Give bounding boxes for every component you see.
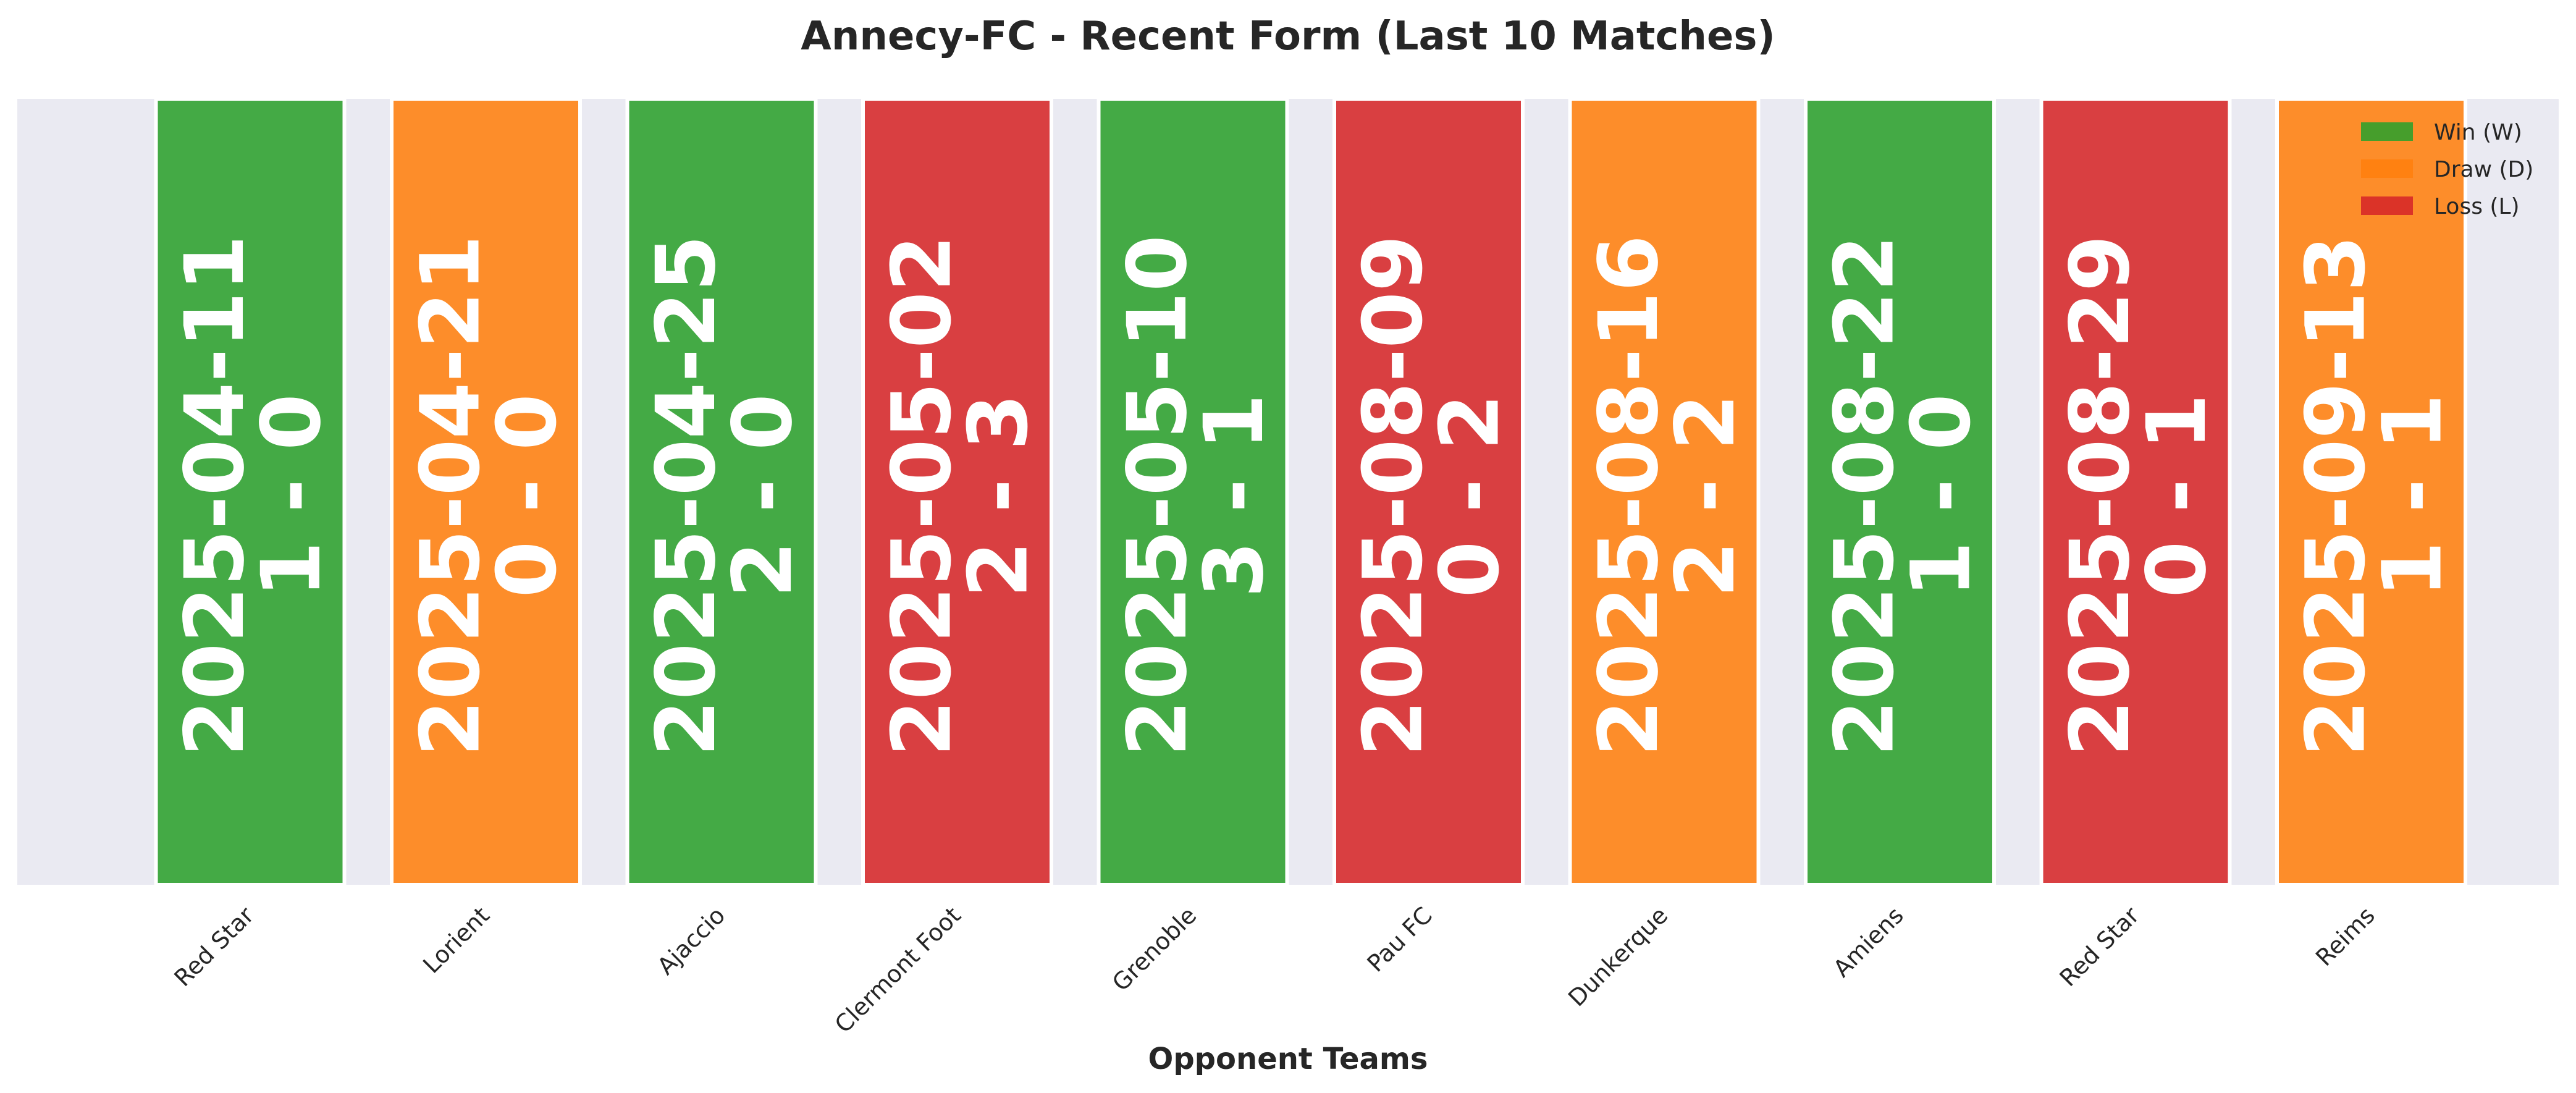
- bar-date-4: 2025-05-02: [875, 235, 970, 756]
- bar-6: [1332, 97, 1525, 887]
- legend-label-w: Win (W): [2434, 120, 2522, 145]
- bar-score-5: 3 - 1: [1187, 394, 1282, 597]
- bar-1: [154, 97, 347, 887]
- bar-label-10: 2025-09-131 - 1: [2289, 235, 2460, 756]
- x-tick-label-3: Ajaccio: [652, 901, 730, 980]
- bar-label-4: 2025-05-022 - 3: [875, 235, 1046, 756]
- legend: Win (W) Draw (D) Loss (L): [2361, 120, 2533, 219]
- bar-score-3: 2 - 0: [715, 394, 810, 597]
- legend-swatch-w: [2361, 122, 2413, 141]
- bar-label-9: 2025-08-290 - 1: [2053, 235, 2225, 756]
- bar-8: [1804, 97, 1996, 887]
- bar-score-9: 0 - 1: [2129, 394, 2225, 597]
- bar-date-8: 2025-08-22: [1817, 235, 1913, 756]
- x-tick-label-1: Red Star: [169, 901, 259, 992]
- bar-score-4: 2 - 3: [951, 394, 1046, 597]
- bar-score-7: 2 - 2: [1658, 394, 1753, 597]
- bar-date-9: 2025-08-29: [2053, 235, 2148, 756]
- legend-swatch-d: [2361, 159, 2413, 178]
- bar-label-7: 2025-08-162 - 2: [1581, 235, 1753, 756]
- x-tick-label-10: Reims: [2310, 901, 2380, 971]
- x-tick-label-2: Lorient: [418, 901, 495, 979]
- x-tick-label-6: Pau FC: [1362, 901, 1437, 977]
- bar-3: [625, 97, 818, 887]
- bar-7: [1568, 97, 1761, 887]
- bar-score-8: 1 - 0: [1894, 394, 1989, 597]
- bar-date-5: 2025-05-10: [1110, 235, 1205, 756]
- x-axis-label: Opponent Teams: [1148, 1042, 1428, 1076]
- bar-label-8: 2025-08-221 - 0: [1817, 235, 1989, 756]
- bar-9: [2039, 97, 2232, 887]
- bar-date-3: 2025-04-25: [639, 235, 734, 756]
- bar-label-3: 2025-04-252 - 0: [639, 235, 810, 756]
- x-tick-label-7: Dunkerque: [1563, 901, 1673, 1011]
- bar-score-1: 1 - 0: [244, 394, 339, 597]
- bar-date-7: 2025-08-16: [1581, 235, 1677, 756]
- bar-label-6: 2025-08-090 - 2: [1346, 235, 1518, 756]
- legend-label-d: Draw (D): [2434, 157, 2533, 182]
- bar-date-1: 2025-04-11: [167, 235, 263, 756]
- x-tick-label-9: Red Star: [2055, 901, 2145, 992]
- bar-labels-layer: 2025-04-111 - 0 2025-04-210 - 0 2025-04-25…: [167, 235, 2460, 756]
- x-tick-label-8: Amiens: [1828, 901, 1909, 982]
- bar-10: [2275, 97, 2467, 887]
- bar-label-1: 2025-04-111 - 0: [167, 235, 339, 756]
- legend-swatch-l: [2361, 196, 2413, 215]
- x-tick-labels: Red Star Lorient Ajaccio Clermont Foot Greno…: [169, 901, 2380, 1038]
- bar-score-10: 1 - 1: [2365, 394, 2460, 597]
- bar-score-2: 0 - 0: [480, 394, 575, 597]
- bar-label-2: 2025-04-210 - 0: [403, 235, 575, 756]
- bar-date-2: 2025-04-21: [403, 235, 499, 756]
- bar-label-5: 2025-05-103 - 1: [1110, 235, 1282, 756]
- bar-score-6: 0 - 2: [1423, 394, 1518, 597]
- bar-5: [1096, 97, 1289, 887]
- legend-label-l: Loss (L): [2434, 194, 2520, 219]
- x-tick-label-5: Grenoble: [1107, 901, 1202, 996]
- bar-date-6: 2025-08-09: [1346, 235, 1441, 756]
- x-tick-label-4: Clermont Foot: [830, 901, 966, 1038]
- bar-date-10: 2025-09-13: [2289, 235, 2384, 756]
- bar-4: [861, 97, 1053, 887]
- bars-layer: [154, 97, 2467, 887]
- chart-title: Annecy-FC - Recent Form (Last 10 Matches…: [801, 14, 1775, 59]
- bar-2: [390, 97, 582, 887]
